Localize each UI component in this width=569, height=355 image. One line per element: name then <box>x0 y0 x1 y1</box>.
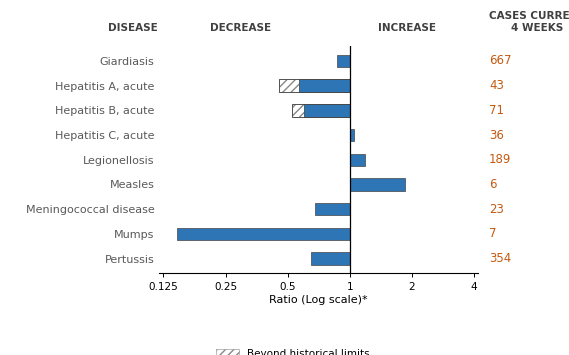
Bar <box>279 80 350 92</box>
Text: 6: 6 <box>489 178 497 191</box>
Text: DECREASE: DECREASE <box>210 22 271 33</box>
Bar <box>299 80 350 92</box>
Bar <box>279 80 299 92</box>
Text: 667: 667 <box>489 54 512 67</box>
Bar <box>304 104 350 116</box>
Text: INCREASE: INCREASE <box>378 22 436 33</box>
Text: 354: 354 <box>489 252 512 265</box>
X-axis label: Ratio (Log scale)*: Ratio (Log scale)* <box>269 295 368 305</box>
Bar <box>292 104 304 116</box>
Legend: Beyond historical limits: Beyond historical limits <box>212 345 374 355</box>
Text: 71: 71 <box>489 104 504 117</box>
Bar <box>177 228 350 240</box>
Text: 43: 43 <box>489 79 504 92</box>
Text: 189: 189 <box>489 153 512 166</box>
Bar <box>292 104 350 116</box>
Text: DISEASE: DISEASE <box>108 22 158 33</box>
Text: 36: 36 <box>489 129 504 142</box>
Bar <box>311 252 350 265</box>
Text: CASES CURRENT
4 WEEKS: CASES CURRENT 4 WEEKS <box>489 11 569 33</box>
Bar <box>350 154 365 166</box>
Text: 7: 7 <box>489 227 497 240</box>
Bar <box>315 203 350 215</box>
Bar <box>337 55 350 67</box>
Bar <box>350 129 354 141</box>
Text: 23: 23 <box>489 203 504 215</box>
Bar <box>350 178 405 191</box>
